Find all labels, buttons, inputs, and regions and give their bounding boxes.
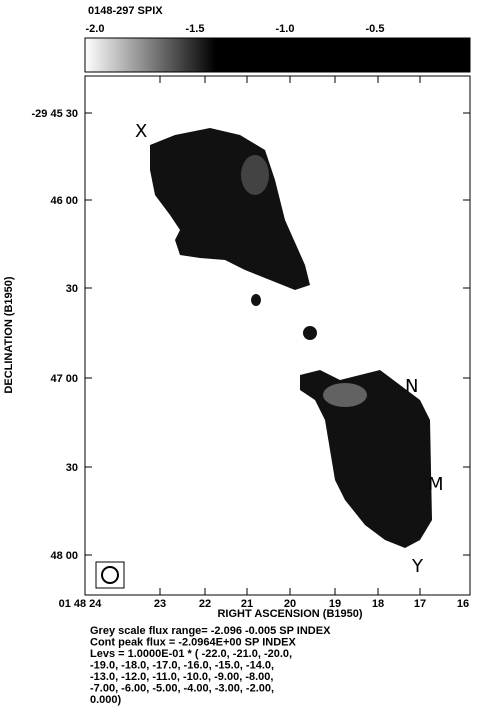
x-tick-label: 16 (457, 598, 469, 610)
y-tick-label: -29 45 30 (32, 108, 78, 120)
emission-knot (251, 294, 261, 306)
colorbar (84, 37, 471, 73)
x-tick-label: 19 (329, 598, 341, 610)
emission-region (300, 370, 432, 548)
y-tick-label: 30 (66, 283, 78, 295)
footer-line: -19.0, -18.0, -17.0, -16.0, -15.0, -14.0… (90, 660, 274, 672)
footer-line: -7.00, -6.00, -5.00, -4.00, -3.00, -2.00… (90, 683, 274, 695)
footer-line: -13.0, -12.0, -11.0, -10.0, -9.00, -8.00… (90, 671, 273, 683)
annotation: M (428, 474, 444, 495)
y-tick-label: 48 00 (50, 550, 78, 562)
x-tick-label: 20 (284, 598, 296, 610)
x-tick-label: 22 (199, 598, 211, 610)
y-axis-label: DECLINATION (B1950) (3, 276, 15, 393)
x-tick-label: 17 (414, 598, 426, 610)
colorbar-tick-label: -1.5 (186, 23, 205, 35)
annotation: Y (411, 556, 424, 577)
y-tick-label: 47 00 (50, 373, 78, 385)
beam (101, 566, 119, 584)
footer-line: Levs = 1.0000E-01 * ( -22.0, -21.0, -20.… (90, 648, 292, 660)
emission-knot (303, 326, 317, 340)
x-axis-label: RIGHT ASCENSION (B1950) (217, 608, 362, 620)
footer-line: Grey scale flux range= -2.096 -0.005 SP … (90, 625, 331, 637)
colorbar-tick-label: -2.0 (86, 23, 105, 35)
annotation: X (135, 121, 147, 142)
x-tick-label: 21 (241, 598, 253, 610)
y-tick-label: 46 00 (50, 195, 78, 207)
grey-patch (241, 155, 269, 195)
x-tick-label: 18 (372, 598, 384, 610)
title: 0148-297 SPIX (88, 5, 163, 17)
plot-frame (84, 75, 471, 596)
x-tick-label: 23 (154, 598, 166, 610)
footer-line: Cont peak flux = -2.0964E+00 SP INDEX (90, 637, 296, 649)
annotation: N (405, 376, 418, 397)
colorbar-tick-label: -1.0 (276, 23, 295, 35)
emission-region (150, 128, 310, 290)
grey-patch (323, 383, 367, 407)
x-tick-label: 01 48 24 (59, 598, 103, 610)
footer-line: 0.000) (90, 694, 122, 706)
colorbar-tick-label: -0.5 (366, 23, 385, 35)
y-tick-label: 30 (66, 462, 78, 474)
beam-box (95, 561, 125, 589)
